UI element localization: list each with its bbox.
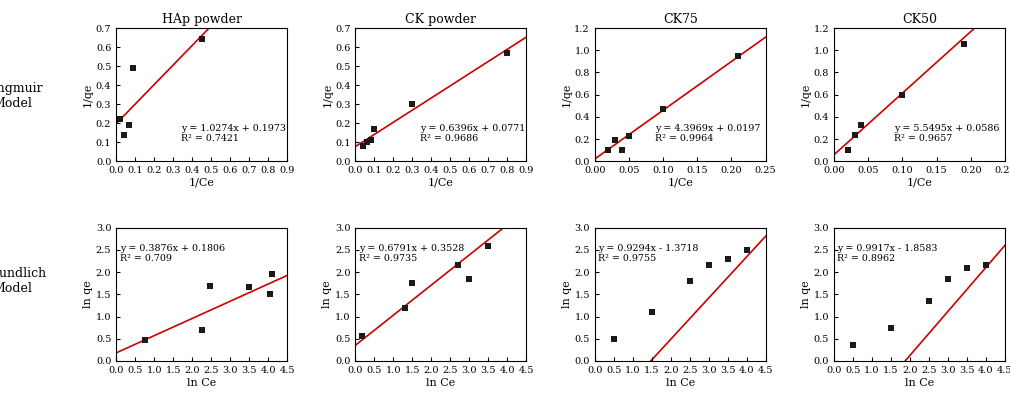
Point	[355, 333, 371, 340]
Point	[462, 275, 478, 282]
Text: y = 5.5495x + 0.0586
R² = 0.9657: y = 5.5495x + 0.0586 R² = 0.9657	[894, 124, 999, 143]
Text: Freundlich
Model: Freundlich Model	[0, 267, 46, 295]
Point	[883, 324, 899, 331]
Point	[397, 304, 413, 311]
Point	[404, 280, 420, 286]
Point	[958, 265, 975, 271]
Text: y = 1.0274x + 0.1973
R² = 0.7421: y = 1.0274x + 0.1973 R² = 0.7421	[181, 124, 286, 143]
X-axis label: 1/Ce: 1/Ce	[668, 178, 693, 188]
X-axis label: ln Ce: ln Ce	[426, 377, 456, 387]
Point	[363, 137, 379, 144]
Text: Langmuir
Model: Langmuir Model	[0, 82, 43, 110]
Point	[194, 327, 210, 333]
Point	[241, 284, 258, 290]
Point	[481, 242, 497, 249]
Point	[719, 255, 735, 262]
Point	[730, 53, 746, 59]
Point	[701, 262, 717, 269]
Text: y = 0.6396x + 0.0771
R² = 0.9686: y = 0.6396x + 0.0771 R² = 0.9686	[420, 124, 525, 143]
Y-axis label: ln qe: ln qe	[322, 280, 332, 308]
Y-axis label: 1/qe: 1/qe	[801, 83, 811, 107]
Point	[600, 147, 616, 153]
Point	[738, 247, 754, 253]
Point	[921, 298, 937, 304]
Y-axis label: ln qe: ln qe	[801, 280, 811, 308]
X-axis label: 1/Ce: 1/Ce	[189, 178, 214, 188]
Y-axis label: 1/qe: 1/qe	[83, 83, 93, 107]
Point	[839, 147, 855, 153]
Title: CK75: CK75	[663, 12, 698, 26]
Point	[978, 262, 994, 269]
Title: HAp powder: HAp powder	[162, 12, 241, 26]
Point	[136, 337, 153, 343]
Y-axis label: ln qe: ln qe	[83, 280, 93, 308]
Text: y = 0.3876x + 0.1806
R² = 0.709: y = 0.3876x + 0.1806 R² = 0.709	[119, 244, 224, 263]
Point	[194, 36, 210, 43]
Point	[682, 278, 698, 284]
Point	[367, 126, 383, 132]
Point	[449, 262, 466, 269]
X-axis label: ln Ce: ln Ce	[666, 377, 695, 387]
X-axis label: 1/Ce: 1/Ce	[907, 178, 932, 188]
X-axis label: 1/Ce: 1/Ce	[428, 178, 453, 188]
Point	[112, 116, 128, 123]
Point	[202, 283, 218, 290]
Point	[845, 342, 862, 348]
Text: y = 0.9294x - 1.3718
R² = 0.9755: y = 0.9294x - 1.3718 R² = 0.9755	[598, 244, 699, 263]
Point	[655, 106, 672, 112]
Point	[355, 143, 371, 149]
Title: CK powder: CK powder	[405, 12, 477, 26]
Point	[853, 122, 870, 128]
Point	[262, 291, 278, 298]
Point	[359, 139, 375, 146]
Point	[894, 91, 910, 98]
X-axis label: ln Ce: ln Ce	[187, 377, 216, 387]
Point	[125, 65, 141, 71]
Point	[499, 50, 515, 56]
Y-axis label: ln qe: ln qe	[562, 280, 572, 308]
Point	[955, 41, 972, 47]
Point	[264, 271, 280, 277]
Text: y = 4.3969x + 0.0197
R² = 0.9964: y = 4.3969x + 0.0197 R² = 0.9964	[654, 124, 760, 143]
Y-axis label: 1/qe: 1/qe	[322, 83, 332, 107]
Point	[121, 122, 137, 128]
Point	[846, 132, 863, 138]
Point	[643, 309, 660, 315]
Text: y = 0.9917x - 1.8583
R² = 0.8962: y = 0.9917x - 1.8583 R² = 0.8962	[837, 244, 938, 263]
X-axis label: ln Ce: ln Ce	[905, 377, 934, 387]
Title: CK50: CK50	[902, 12, 937, 26]
Point	[607, 137, 623, 143]
Point	[614, 147, 630, 153]
Y-axis label: 1/qe: 1/qe	[562, 83, 572, 107]
Point	[621, 132, 637, 139]
Text: y = 0.6791x + 0.3528
R² = 0.9735: y = 0.6791x + 0.3528 R² = 0.9735	[359, 244, 465, 263]
Point	[606, 336, 622, 342]
Point	[404, 101, 420, 107]
Point	[116, 132, 132, 138]
Point	[940, 275, 956, 282]
